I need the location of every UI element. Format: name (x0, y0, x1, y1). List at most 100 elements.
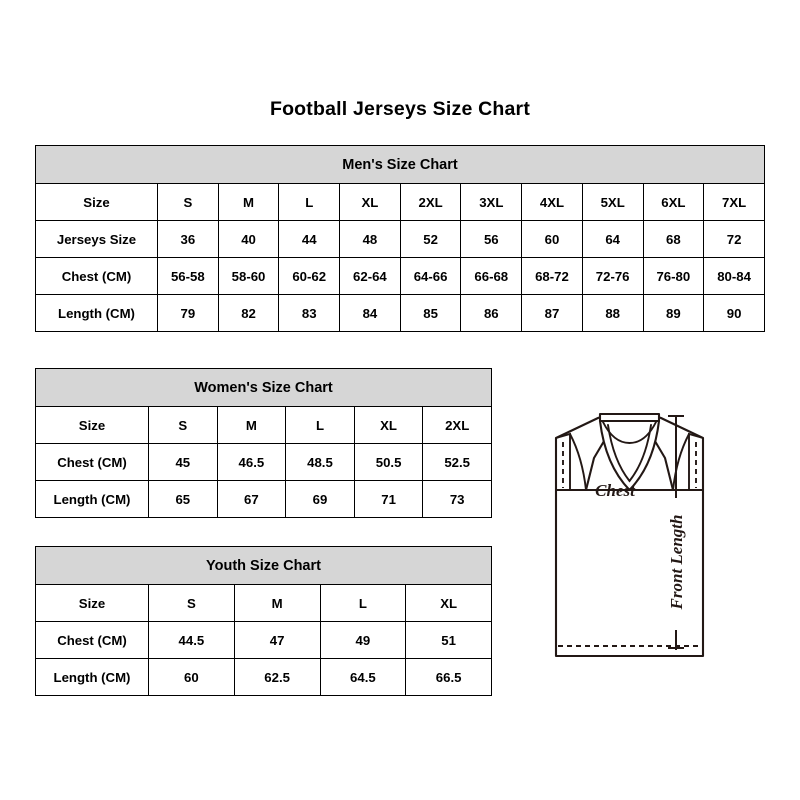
table-header-row: Size S M L XL 2XL (35, 406, 492, 444)
table-row: Length (CM) 65 67 69 71 73 (35, 480, 492, 518)
youth-table-band-title: Youth Size Chart (35, 546, 492, 585)
page-title: Football Jerseys Size Chart (269, 98, 531, 120)
table-row: Jerseys Size 36 40 44 48 52 56 60 64 68 … (35, 220, 765, 258)
mens-size-col-1: M (217, 183, 280, 221)
womens-cell-1-3: 71 (353, 480, 424, 518)
mens-size-col-5: 3XL (460, 183, 523, 221)
front-length-label: Front Length (667, 515, 686, 611)
youth-row-label-1: Length (CM) (35, 658, 149, 696)
shirt-vneck-inner (607, 424, 652, 483)
womens-cell-0-4: 52.5 (422, 443, 492, 481)
mens-cell-0-2: 44 (278, 220, 341, 258)
womens-cell-0-2: 48.5 (285, 443, 355, 481)
mens-size-col-9: 7XL (703, 183, 765, 221)
mens-cell-2-7: 88 (581, 294, 644, 332)
mens-row-label-2: Length (CM) (35, 294, 158, 332)
mens-size-col-0: S (157, 183, 219, 221)
womens-cell-1-1: 67 (216, 480, 287, 518)
youth-size-col-3: XL (405, 584, 492, 622)
mens-cell-2-3: 84 (339, 294, 401, 332)
mens-cell-0-4: 52 (399, 220, 462, 258)
mens-table-band-title: Men's Size Chart (35, 145, 765, 184)
womens-cell-0-0: 45 (148, 443, 218, 481)
youth-row-label-header: Size (35, 584, 149, 622)
mens-cell-0-8: 68 (642, 220, 705, 258)
womens-table-band-title: Women's Size Chart (35, 368, 492, 407)
mens-cell-1-2: 60-62 (278, 257, 341, 295)
mens-cell-1-1: 58-60 (217, 257, 280, 295)
youth-size-col-2: L (319, 584, 407, 622)
mens-cell-2-1: 82 (217, 294, 280, 332)
mens-size-table: Men's Size Chart Size S M L XL 2XL 3XL 4… (35, 145, 765, 332)
youth-cell-1-1: 62.5 (233, 658, 321, 696)
mens-size-col-2: L (278, 183, 341, 221)
shirt-neck-rib-arc (602, 421, 657, 444)
table-row: Length (CM) 60 62.5 64.5 66.5 (35, 658, 492, 696)
mens-cell-1-6: 68-72 (521, 257, 583, 295)
mens-cell-0-5: 56 (460, 220, 523, 258)
table-band-row: Men's Size Chart (35, 145, 765, 184)
womens-cell-1-4: 73 (422, 480, 492, 518)
mens-cell-2-5: 86 (460, 294, 523, 332)
mens-cell-2-0: 79 (157, 294, 219, 332)
table-header-row: Size S M L XL (35, 584, 492, 622)
mens-cell-1-5: 66-68 (460, 257, 523, 295)
chest-label: Chest (595, 481, 636, 500)
shirt-right-underarm-curve (672, 433, 690, 491)
mens-cell-0-1: 40 (217, 220, 280, 258)
youth-size-col-1: M (233, 584, 321, 622)
jersey-measurement-diagram: Chest Front Length (498, 398, 778, 688)
mens-cell-0-6: 60 (521, 220, 583, 258)
youth-cell-0-1: 47 (233, 621, 321, 659)
mens-cell-1-7: 72-76 (581, 257, 644, 295)
table-row: Chest (CM) 44.5 47 49 51 (35, 621, 492, 659)
mens-size-col-3: XL (339, 183, 401, 221)
womens-row-label-1: Length (CM) (35, 480, 149, 518)
mens-cell-0-9: 72 (703, 220, 765, 258)
mens-cell-0-3: 48 (339, 220, 401, 258)
table-row: Length (CM) 79 82 83 84 85 86 87 88 89 9… (35, 294, 765, 332)
table-header-row: Size S M L XL 2XL 3XL 4XL 5XL 6XL 7XL (35, 183, 765, 221)
mens-cell-1-0: 56-58 (157, 257, 219, 295)
table-row: Chest (CM) 56-58 58-60 60-62 62-64 64-66… (35, 257, 765, 295)
youth-row-label-0: Chest (CM) (35, 621, 149, 659)
youth-cell-1-2: 64.5 (319, 658, 407, 696)
mens-cell-1-8: 76-80 (642, 257, 705, 295)
womens-size-table: Women's Size Chart Size S M L XL 2XL Che… (35, 368, 492, 518)
mens-cell-0-7: 64 (581, 220, 644, 258)
mens-row-label-0: Jerseys Size (35, 220, 158, 258)
mens-row-label-1: Chest (CM) (35, 257, 158, 295)
mens-size-col-4: 2XL (399, 183, 462, 221)
womens-size-col-2: L (285, 406, 355, 444)
womens-row-label-header: Size (35, 406, 149, 444)
womens-size-col-3: XL (353, 406, 424, 444)
youth-cell-1-3: 66.5 (405, 658, 492, 696)
mens-cell-2-4: 85 (399, 294, 462, 332)
womens-cell-1-0: 65 (148, 480, 218, 518)
youth-cell-0-0: 44.5 (148, 621, 235, 659)
mens-cell-2-9: 90 (703, 294, 765, 332)
table-row: Chest (CM) 45 46.5 48.5 50.5 52.5 (35, 443, 492, 481)
mens-size-col-7: 5XL (581, 183, 644, 221)
youth-cell-0-2: 49 (319, 621, 407, 659)
womens-row-label-0: Chest (CM) (35, 443, 149, 481)
table-band-row: Women's Size Chart (35, 368, 492, 407)
youth-cell-1-0: 60 (148, 658, 235, 696)
mens-cell-0-0: 36 (157, 220, 219, 258)
mens-cell-2-6: 87 (521, 294, 583, 332)
womens-cell-1-2: 69 (285, 480, 355, 518)
womens-size-col-4: 2XL (422, 406, 492, 444)
youth-size-table: Youth Size Chart Size S M L XL Chest (CM… (35, 546, 492, 696)
mens-cell-2-8: 89 (642, 294, 705, 332)
womens-size-col-0: S (148, 406, 218, 444)
womens-cell-0-1: 46.5 (216, 443, 287, 481)
mens-cell-1-9: 80-84 (703, 257, 765, 295)
table-band-row: Youth Size Chart (35, 546, 492, 585)
youth-cell-0-3: 51 (405, 621, 492, 659)
mens-cell-1-4: 64-66 (399, 257, 462, 295)
mens-size-col-8: 6XL (642, 183, 705, 221)
mens-size-col-6: 4XL (521, 183, 583, 221)
mens-row-label-header: Size (35, 183, 158, 221)
mens-cell-1-3: 62-64 (339, 257, 401, 295)
